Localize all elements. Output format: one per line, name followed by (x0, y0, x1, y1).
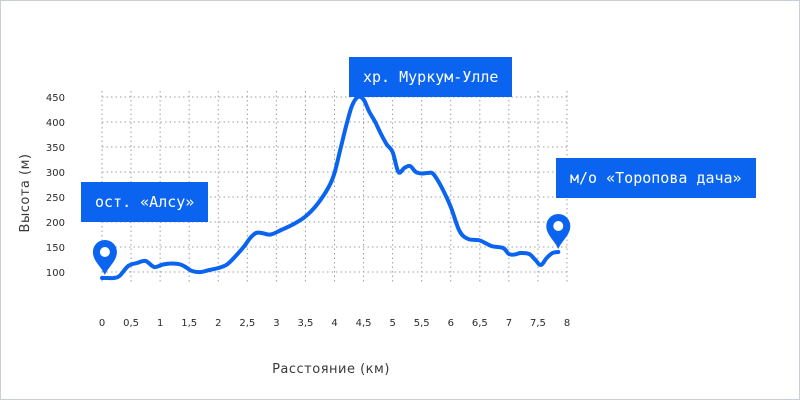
y-tick-label: 450 (46, 93, 65, 104)
x-tick-label: 1,5 (181, 318, 197, 329)
pin-hole (553, 221, 564, 231)
x-tick-label: 3 (273, 318, 279, 329)
y-tick-label: 150 (46, 243, 65, 254)
x-tick-label: 6,5 (472, 318, 488, 329)
pin-body (546, 214, 571, 249)
x-tick-label: 5 (389, 318, 395, 329)
pin-body (92, 240, 117, 275)
x-tick-label: 2,5 (239, 318, 255, 329)
y-tick-label: 350 (46, 143, 65, 154)
y-tick-label: 300 (46, 168, 65, 179)
x-tick-label: 4,5 (356, 318, 372, 329)
end-pin-icon (546, 214, 571, 249)
location-markers (92, 214, 571, 275)
x-tick-label: 7 (506, 318, 512, 329)
x-axis-title: Расстояние (км) (272, 362, 390, 377)
y-tick-label: 400 (46, 118, 65, 129)
x-tick-label: 0 (99, 318, 105, 329)
x-tick-label: 5,5 (414, 318, 430, 329)
start-pin-icon (92, 240, 117, 275)
callout-end: м/о «Торопова дача» (556, 158, 756, 198)
pin-hole (99, 247, 110, 257)
elevation-line (100, 94, 561, 281)
x-tick-labels: 0 0,5 1 1,5 2 2,5 3 3,5 4 4,5 5 5,5 6 6,5 7 7,5 8 (99, 318, 570, 329)
x-tick-label: 1 (157, 318, 163, 329)
x-tick-label: 3,5 (297, 318, 313, 329)
x-tick-label: 0,5 (123, 318, 139, 329)
x-tick-label: 8 (564, 318, 570, 329)
x-tick-label: 6 (448, 318, 454, 329)
x-tick-label: 2 (215, 318, 221, 329)
callout-peak: хр. Муркум-Улле (349, 57, 513, 97)
x-tick-label: 4 (331, 318, 337, 329)
y-tick-label: 100 (46, 268, 65, 279)
y-axis-title: Высота (м) (18, 154, 33, 233)
callout-start: ост. «Алсу» (81, 182, 209, 222)
x-tick-label: 7,5 (530, 318, 546, 329)
y-tick-label: 200 (46, 218, 65, 229)
y-tick-labels: 100 150 200 250 300 350 400 450 (46, 93, 65, 279)
y-tick-label: 250 (46, 193, 65, 204)
